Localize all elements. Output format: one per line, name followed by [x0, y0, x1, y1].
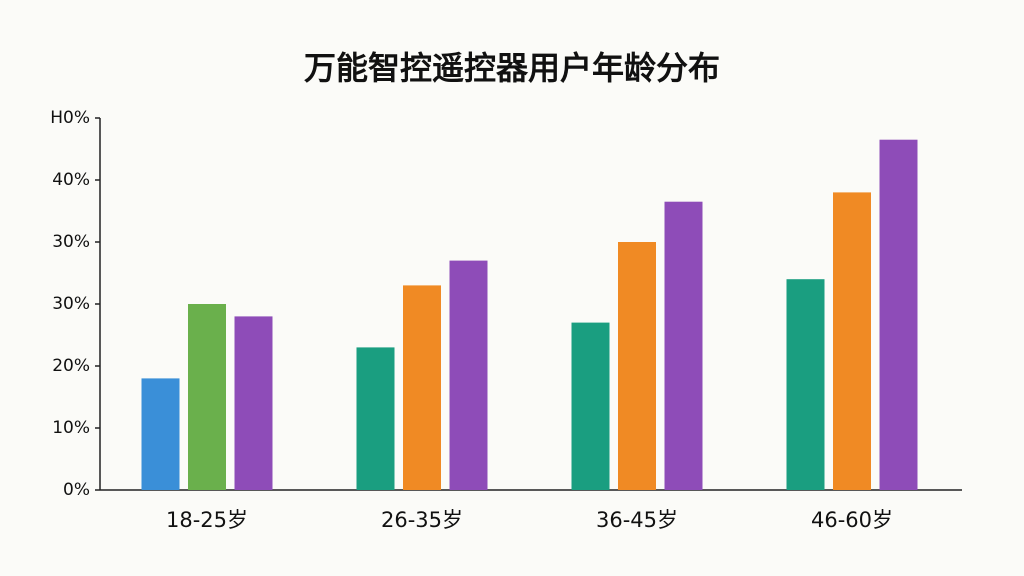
y-tick-label: H0% [50, 108, 90, 128]
y-tick-label: 0% [63, 480, 90, 500]
bar [449, 260, 488, 490]
bar [664, 201, 703, 490]
bar [618, 242, 656, 490]
bar [833, 192, 871, 490]
bar [786, 279, 825, 490]
y-tick-label: 30% [52, 232, 90, 252]
bar [234, 316, 273, 490]
x-tick-label: 26-35岁 [381, 508, 463, 532]
x-tick-label: 18-25岁 [166, 508, 248, 532]
y-tick-label: 20% [52, 356, 90, 376]
chart-title: 万能智控遥控器用户年龄分布 [304, 49, 720, 87]
bar [188, 304, 226, 490]
bar [879, 139, 918, 490]
bar [403, 285, 441, 490]
y-tick-label: 40% [52, 170, 90, 190]
y-tick-label: 30% [52, 294, 90, 314]
y-tick-label: 10% [52, 418, 90, 438]
x-tick-label: 36-45岁 [596, 508, 678, 532]
bar [356, 347, 395, 490]
x-tick-label: 46-60岁 [811, 508, 893, 532]
bar [571, 322, 610, 490]
bar [141, 378, 180, 490]
